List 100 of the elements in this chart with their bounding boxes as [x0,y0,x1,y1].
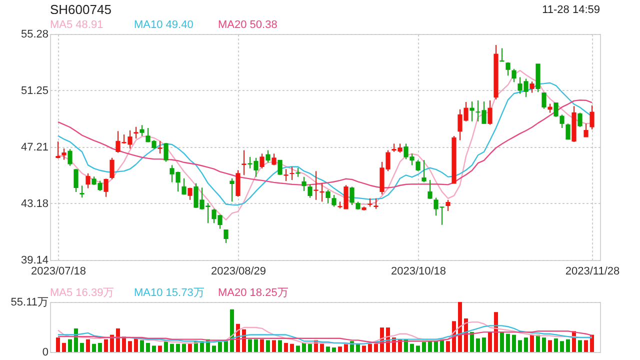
candlestick [566,123,570,140]
bar [152,346,156,352]
x-tick-label: 2023/08/29 [210,266,266,278]
bar [446,341,450,352]
bar [458,302,462,352]
bar [56,337,60,352]
candlestick [164,142,168,162]
y-tick-label: 47.21 [20,142,48,154]
text: MA20 18.25万 [218,287,288,299]
bar [140,340,144,352]
bar [506,334,510,352]
candlestick [86,172,90,189]
candlestick [314,170,318,200]
candlestick [62,148,66,160]
bar [338,346,342,352]
candlestick [74,168,78,192]
bar [62,342,66,352]
bar [356,344,360,352]
bar [482,337,486,352]
candlestick [242,150,246,176]
bar [542,337,546,352]
text: MA10 15.73万 [134,287,204,299]
bar [266,340,270,352]
candlestick [374,198,378,210]
bar [278,340,282,352]
bar [92,344,96,352]
y-tick-label: 55.28 [20,28,48,40]
bar [224,341,228,352]
candlestick [182,178,186,196]
bar [422,342,426,352]
candlestick [512,68,516,83]
bar [254,339,258,352]
bar [428,341,432,352]
candlestick [302,176,306,192]
candlestick [224,229,228,244]
bar [590,334,594,352]
candlestick [266,150,270,164]
bar [548,340,552,352]
bar [164,341,168,352]
bar [374,344,378,352]
candlestick [488,100,492,126]
candlestick [68,148,72,166]
bar [362,346,366,352]
bar [332,347,336,352]
candlestick [110,157,114,180]
candlestick [284,168,288,182]
bar [302,342,306,352]
bar [518,340,522,352]
candlestick [140,124,144,136]
bar [146,342,150,352]
candlestick [278,160,282,176]
candlestick [188,187,192,200]
text: MA10 49.40 [134,19,194,31]
bar [536,334,540,352]
text: MA5 16.39万 [50,287,114,299]
bar [128,341,132,352]
candlestick [530,80,534,94]
y-tick-label: 51.25 [20,84,48,97]
bar [116,328,120,352]
y-tick-label: 43.18 [20,198,48,210]
bar [326,346,330,352]
candlestick [500,48,504,62]
bar [566,339,570,352]
candlestick [80,185,84,198]
bar [272,340,276,352]
x-tick-label: 2023/10/18 [390,266,446,278]
bar [104,339,108,352]
line-series [57,330,593,344]
chart-title: SH600745 [50,2,112,17]
candlestick [584,123,588,138]
bar [110,334,114,352]
candlestick [230,178,234,202]
text: MA5 48.91 [50,19,104,31]
candlestick [308,184,312,198]
bar [584,340,588,352]
candlestick [542,92,546,110]
bar [524,337,528,352]
candlestick [290,166,294,181]
bar [476,338,480,352]
bar [308,344,312,352]
line-series [57,325,593,344]
bar [134,338,138,352]
bar [260,339,264,352]
bar [284,342,288,352]
bar [212,346,216,352]
bar [512,334,516,352]
candlestick [104,178,108,198]
x-tick-label: 2023/07/18 [30,266,86,278]
bar [182,344,186,352]
candlestick [470,100,474,122]
candlestick [428,180,432,200]
bar [86,339,90,352]
candlestick [326,189,330,204]
bar [470,332,474,352]
candlestick [158,140,162,154]
bar [188,344,192,352]
x-tick-label: 2023/11/28 [565,266,620,278]
bar [68,339,72,352]
bar [122,336,126,352]
y-tick-label: 39.14 [20,254,48,266]
